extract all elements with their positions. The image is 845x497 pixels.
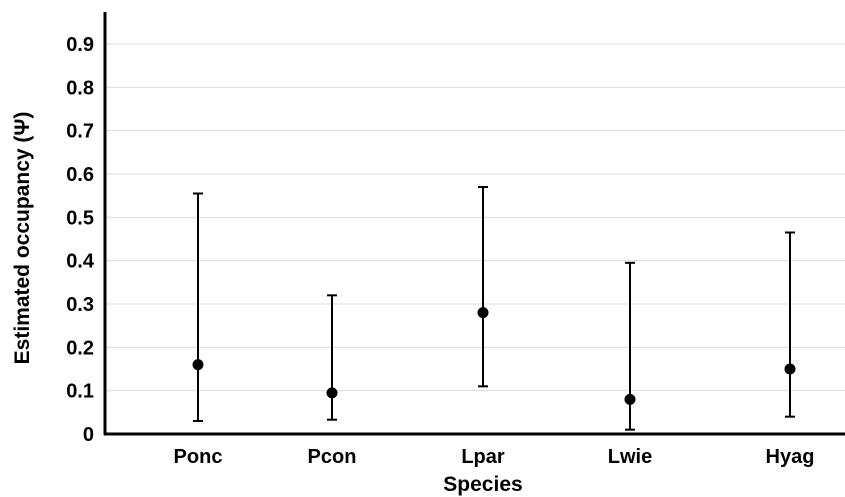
y-tick-label: 0.6 [66, 164, 94, 186]
y-tick-label: 0 [83, 424, 94, 446]
y-tick-label: 0.3 [66, 294, 94, 316]
y-tick-label: 0.1 [66, 381, 94, 403]
point-lpar [477, 307, 489, 319]
x-axis-category-labels: Ponc Pcon Lpar Lwie Hyag [174, 446, 815, 468]
grid-lines [105, 43, 845, 392]
x-axis-title: Species [443, 473, 522, 496]
y-tick-label: 0.5 [66, 207, 94, 229]
x-tick-label: Pcon [308, 446, 357, 468]
x-tick-label: Hyag [766, 446, 815, 468]
point-pcon [326, 387, 338, 399]
point-lwie [624, 393, 636, 405]
y-tick-label: 0.7 [66, 121, 94, 143]
y-tick-label: 0.8 [66, 77, 94, 99]
y-tick-label: 0.4 [66, 251, 95, 273]
point-ponc [192, 359, 204, 371]
x-tick-label: Ponc [174, 446, 223, 468]
y-axis-title: Estimated occupancy (Ψ) [11, 112, 34, 365]
y-tick-label: 0.2 [66, 337, 94, 359]
point-hyag [784, 363, 796, 375]
x-tick-label: Lpar [461, 446, 505, 468]
y-tick-label: 0.9 [66, 34, 94, 56]
y-axis-ticks: 0 0.1 0.2 0.3 0.4 0.5 0.6 0.7 0.8 0.9 [66, 34, 95, 446]
error-bar-marks [192, 186, 796, 431]
x-tick-label: Lwie [608, 446, 652, 468]
